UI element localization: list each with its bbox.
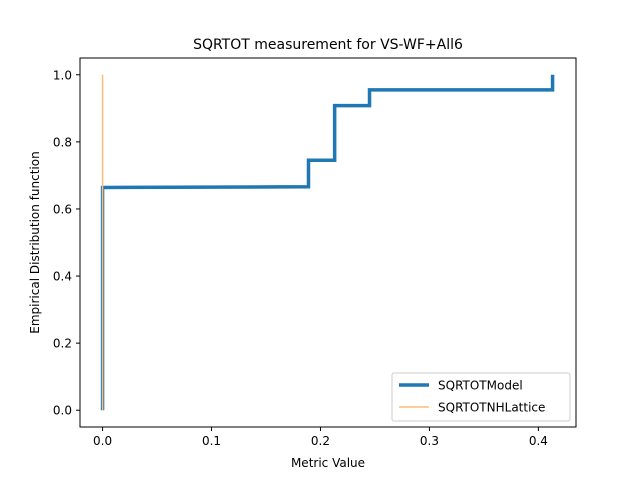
x-tick-label: 0.2 [311,434,330,448]
y-tick-label: 0.8 [53,135,72,149]
y-tick-label: 0.0 [53,404,72,418]
series-layer [100,74,555,411]
y-tick-label: 0.6 [53,202,72,216]
x-tick-label: 0.3 [420,434,439,448]
y-tick-label: 0.2 [53,337,72,351]
y-tick-label: 0.4 [53,270,72,284]
chart-title: SQRTOT measurement for VS-WF+All6 [193,37,463,53]
legend-label-sqrtotmodel: SQRTOTModel [438,379,523,393]
y-tick-label: 1.0 [53,68,72,82]
x-tick-label: 0.1 [202,434,221,448]
legend: SQRTOTModel SQRTOTNHLattice [391,372,571,422]
legend-label-sqrtotnhlattice: SQRTOTNHLattice [438,401,545,415]
x-tick-label: 0.4 [529,434,548,448]
legend-frame [391,372,571,422]
series-line-sqrtotmodel [100,74,555,411]
plot-frame [79,57,577,428]
y-axis: 0.0 0.2 0.4 0.6 0.8 1.0 [53,68,80,418]
x-axis-label: Metric Value [291,456,365,470]
x-tick-label: 0.0 [93,434,112,448]
y-axis-label: Empirical Distribution function [28,151,42,333]
x-axis: 0.0 0.1 0.2 0.3 0.4 [93,427,548,448]
